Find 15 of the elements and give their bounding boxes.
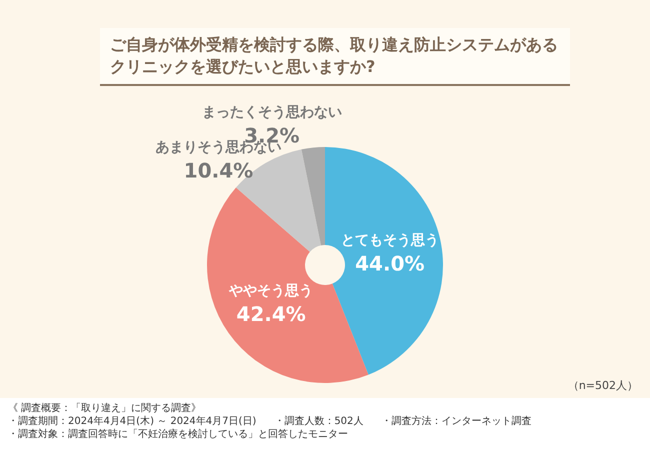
data-label: 10.4%	[184, 158, 254, 182]
text: 《 調査概要：「取り違え」に関する調査》	[8, 402, 202, 415]
text: ・調査期間：2024年4月4日(木) ～ 2024年4月7日(日)	[8, 415, 256, 428]
text: （n=502人）	[568, 378, 638, 393]
data-label: 42.4%	[236, 302, 306, 326]
data-label: 44.0%	[355, 252, 425, 276]
text: ・調査方法：インターネット調査	[381, 415, 532, 428]
text: ・調査人数：502人	[274, 415, 364, 428]
slice-label: とてもそう思う	[340, 232, 439, 249]
chart-title: ご自身が体外受精を検討する際、取り違え防止システムがあるクリニックを選びたいと思いますか?	[100, 28, 570, 86]
slice-label: ややそう思う	[228, 283, 314, 300]
text: ・調査対象：調査回答時に「不妊治療を検討している」と回答したモニター	[8, 428, 348, 441]
donut-slice	[325, 147, 443, 375]
slice-label: まったくそう思わない	[202, 104, 342, 121]
donut-slice	[301, 147, 325, 246]
